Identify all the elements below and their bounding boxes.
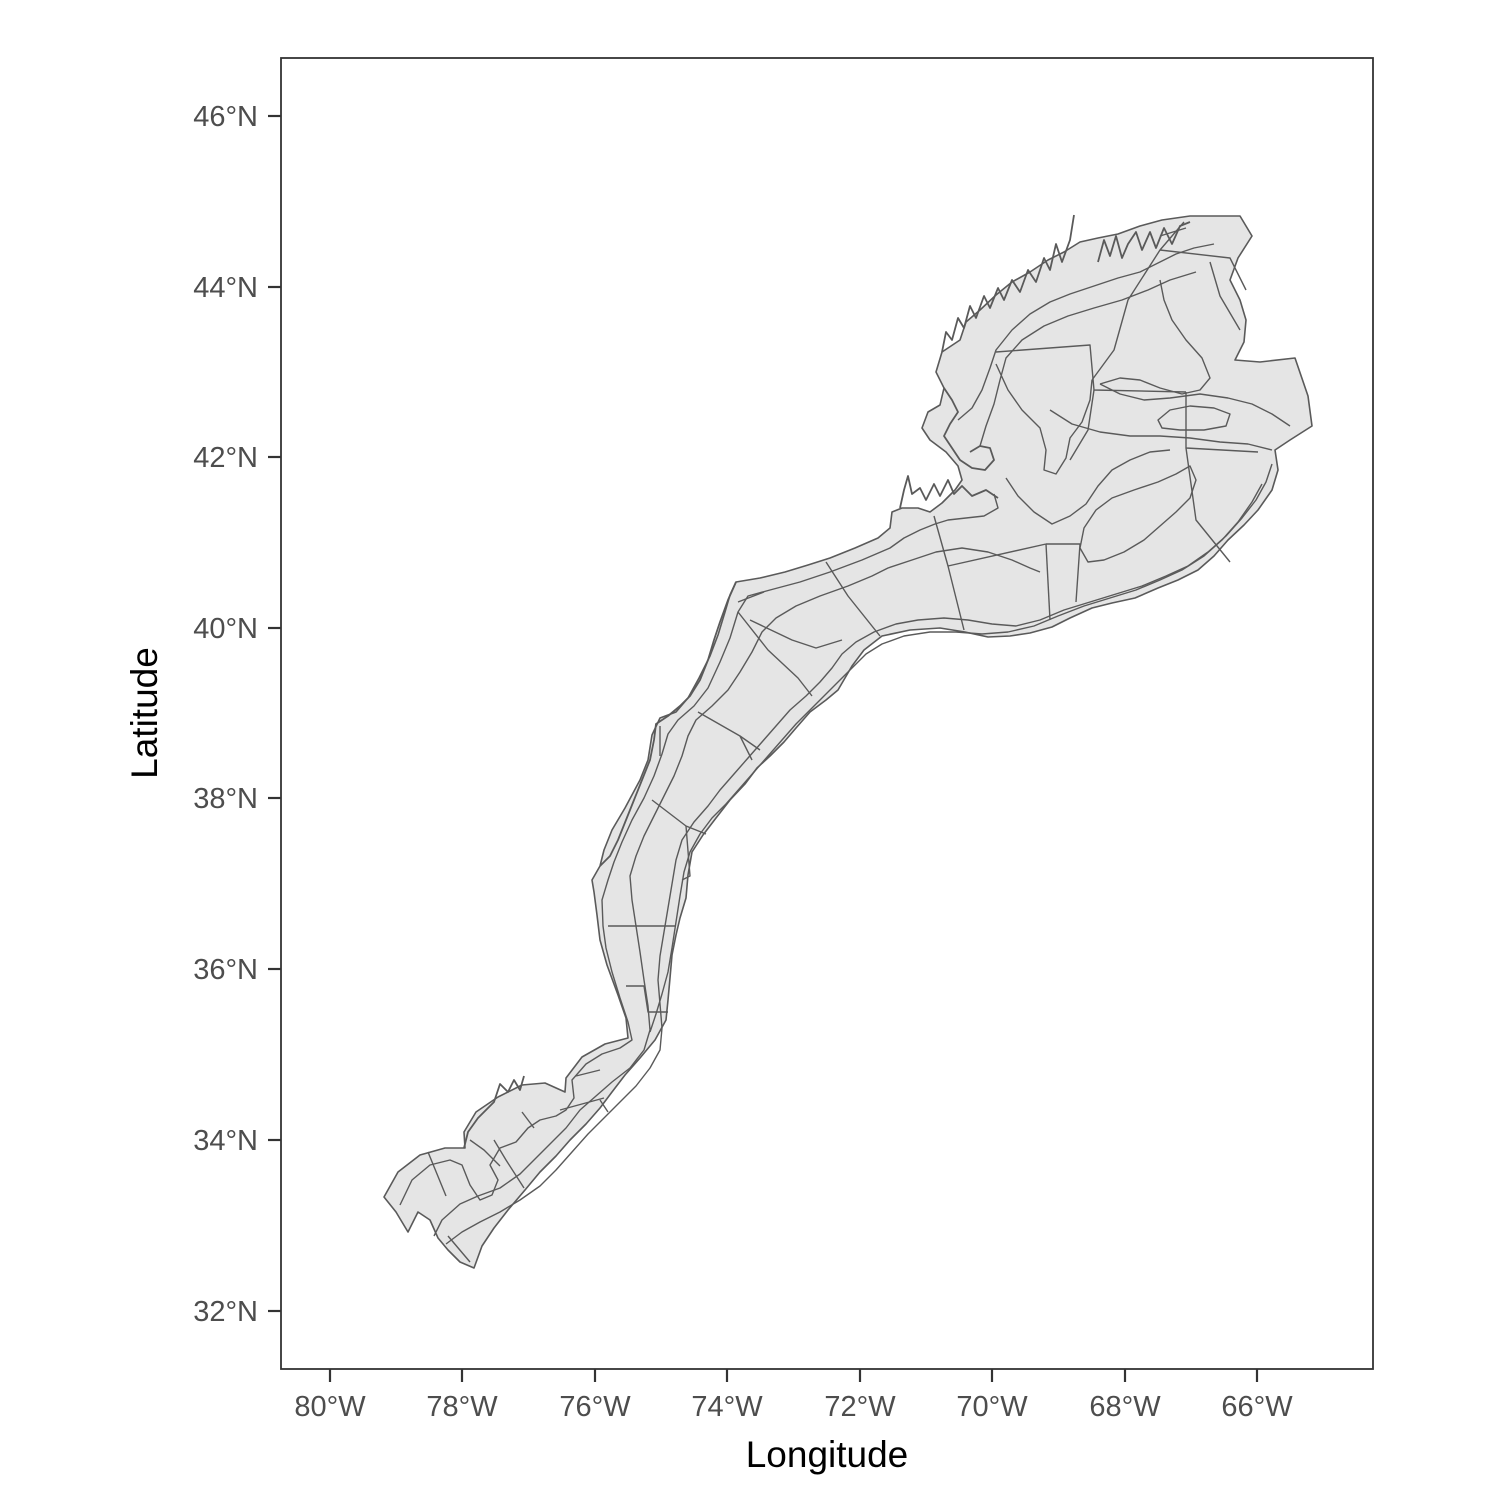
- y-tick-44: 44°N: [193, 272, 281, 304]
- depth-contour-inner: [399, 493, 999, 1206]
- y-tick-46: 46°N: [193, 101, 281, 133]
- y-tick-42: 42°N: [193, 442, 281, 474]
- x-tick-label: 70°W: [956, 1391, 1028, 1423]
- coastline-southern-new-england: [899, 475, 999, 509]
- y-axis: 46°N 44°N 42°N 40°N 38°N 36°N 34°N 32°N: [193, 101, 281, 1328]
- y-tick-label: 38°N: [193, 783, 258, 815]
- georges-bank-outer: [1049, 409, 1273, 451]
- southern-new-england-loop: [1005, 449, 1171, 525]
- x-tick-label: 68°W: [1089, 1391, 1161, 1423]
- x-tick-label: 72°W: [824, 1391, 896, 1423]
- coastline-maine: [941, 214, 1075, 353]
- y-tick-40: 40°N: [193, 613, 281, 645]
- basin-loop-west: [995, 363, 1093, 475]
- y-tick-38: 38°N: [193, 783, 281, 815]
- x-tick-label: 76°W: [559, 1391, 631, 1423]
- plot-panel: [280, 57, 1374, 1370]
- y-tick-34: 34°N: [193, 1125, 281, 1157]
- coastline-massachusetts: [943, 387, 995, 471]
- y-tick-label: 46°N: [193, 101, 258, 133]
- georges-bank-basin: [1099, 279, 1211, 395]
- x-tick-label: 78°W: [426, 1391, 498, 1423]
- y-axis-title: Latitude: [124, 647, 165, 779]
- gulf-of-maine-contour-a: [957, 243, 1215, 421]
- coastline-carolinas: [463, 1075, 525, 1149]
- shelf-region-outline: [383, 215, 1313, 1269]
- depth-contour-mid: [433, 547, 1041, 1237]
- y-tick-label: 36°N: [193, 954, 258, 986]
- x-tick-74w: 74°W: [691, 1369, 763, 1423]
- georges-bank-contour: [1099, 383, 1291, 427]
- x-tick-68w: 68°W: [1089, 1369, 1161, 1423]
- georges-bank-shoal: [1157, 405, 1231, 431]
- y-tick-label: 42°N: [193, 442, 258, 474]
- y-tick-label: 44°N: [193, 272, 258, 304]
- x-tick-label: 66°W: [1221, 1391, 1293, 1423]
- x-tick-label: 80°W: [294, 1391, 366, 1423]
- gulf-of-maine-contour-b: [979, 271, 1197, 447]
- x-tick-72w: 72°W: [824, 1369, 896, 1423]
- survey-strata-map: [383, 214, 1313, 1269]
- depth-contour-outer-south: [445, 463, 1273, 1245]
- y-tick-36: 36°N: [193, 954, 281, 986]
- depth-contour-shelf-break: [649, 483, 1263, 1033]
- y-tick-label: 32°N: [193, 1296, 258, 1328]
- coastline-maine-east: [1097, 221, 1191, 263]
- y-tick-label: 40°N: [193, 613, 258, 645]
- x-tick-78w: 78°W: [426, 1369, 498, 1423]
- x-axis: 80°W 78°W 76°W 74°W 72°W 70°W 68°W 66°W: [294, 1369, 1293, 1423]
- coastline-mid-atlantic: [599, 581, 737, 867]
- x-tick-70w: 70°W: [956, 1369, 1028, 1423]
- y-tick-32: 32°N: [193, 1296, 281, 1328]
- georges-bank-south-loop: [1079, 465, 1197, 563]
- x-tick-label: 74°W: [691, 1391, 763, 1423]
- x-tick-66w: 66°W: [1221, 1369, 1293, 1423]
- x-axis-title: Longitude: [746, 1434, 909, 1475]
- stratum-divisions: [427, 221, 1259, 1263]
- y-tick-label: 34°N: [193, 1125, 258, 1157]
- x-tick-76w: 76°W: [559, 1369, 631, 1423]
- x-tick-80w: 80°W: [294, 1369, 366, 1423]
